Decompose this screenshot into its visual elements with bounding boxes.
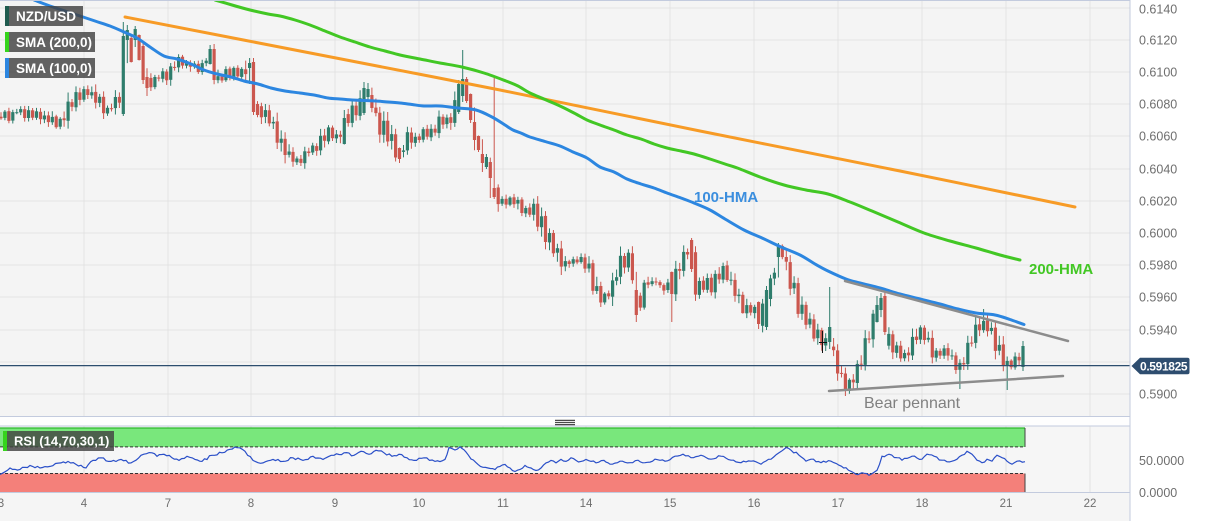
svg-text:18: 18 [916,498,929,510]
svg-text:11: 11 [497,498,509,510]
svg-text:200-HMA: 200-HMA [1029,261,1093,278]
svg-text:0.6060: 0.6060 [1139,129,1177,143]
svg-text:7: 7 [165,498,171,510]
svg-text:0.5980: 0.5980 [1139,258,1177,272]
svg-text:0.6100: 0.6100 [1139,65,1177,79]
svg-text:16: 16 [748,498,761,510]
svg-text:17: 17 [832,498,845,510]
svg-text:22: 22 [1084,498,1097,510]
svg-text:Bear pennant: Bear pennant [864,395,961,412]
svg-text:9: 9 [332,498,338,510]
svg-text:0.0000: 0.0000 [1139,486,1177,500]
svg-text:4: 4 [81,498,88,510]
svg-text:RSI (14,70,30,1): RSI (14,70,30,1) [14,434,109,449]
svg-text:0.6120: 0.6120 [1139,33,1177,47]
svg-text:0.5940: 0.5940 [1139,323,1177,337]
svg-text:0.6040: 0.6040 [1139,162,1177,176]
svg-text:8: 8 [248,498,254,510]
svg-text:0.6140: 0.6140 [1139,2,1177,16]
svg-text:10: 10 [413,498,426,510]
svg-text:0.5960: 0.5960 [1139,290,1177,304]
svg-text:0.6080: 0.6080 [1139,97,1177,111]
svg-text:0.6020: 0.6020 [1139,194,1177,208]
svg-text:50.0000: 50.0000 [1139,454,1184,468]
svg-text:SMA (200,0): SMA (200,0) [16,35,92,50]
svg-text:0.591825: 0.591825 [1140,359,1188,373]
svg-text:NZD/USD: NZD/USD [16,9,76,24]
svg-text:21: 21 [1000,498,1013,510]
svg-text:0.5900: 0.5900 [1139,387,1177,401]
svg-text:0.6000: 0.6000 [1139,226,1177,240]
svg-text:14: 14 [580,498,593,510]
svg-text:15: 15 [664,498,677,510]
svg-text:SMA (100,0): SMA (100,0) [16,61,92,76]
svg-text:3: 3 [0,498,4,510]
svg-text:100-HMA: 100-HMA [694,189,758,206]
